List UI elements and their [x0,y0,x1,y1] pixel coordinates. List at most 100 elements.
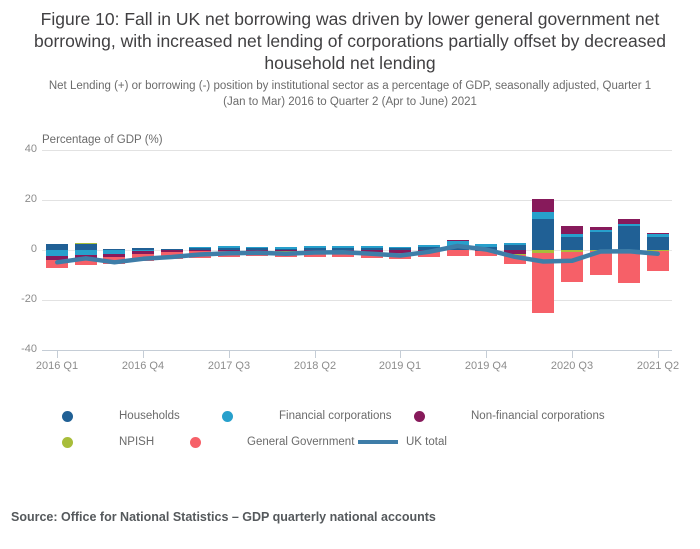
chart-legend: Households Financial corporations Non-fina… [0,404,700,464]
legend-item-label: Households [119,410,180,422]
bar-segment [46,260,68,269]
bar-segment [504,255,526,264]
legend-item-label: NPISH [119,436,155,448]
legend-item[interactable]: Non-financial corporations [414,410,605,422]
bar-segment [618,251,640,283]
legend-dot-swatch [62,436,73,448]
bar-segment [418,244,440,248]
x-axis-tick-label: 2016 Q4 [121,360,165,372]
bar-segment [647,251,669,271]
bar-segment [647,234,669,237]
x-axis-tick-label: 2016 Q1 [35,360,79,372]
x-axis-tick-label: 2019 Q4 [464,360,508,372]
legend-item[interactable]: General Government [190,436,354,448]
bar-segment [75,243,97,244]
y-axis-tick-label: 40 [24,143,37,155]
bar-segment [475,243,497,247]
page-title: Figure 10: Fall in UK net borrowing was … [34,9,666,73]
gridline [42,300,672,301]
bar-segment [389,252,411,259]
bar-segment [361,246,383,248]
y-axis-tick-label: 0 [30,243,37,255]
legend-dot-swatch [414,410,425,422]
legend-dot-swatch [62,410,73,422]
legend-item[interactable]: UK total [358,436,447,448]
bar-segment [475,250,497,256]
x-axis-tick-label: 2020 Q3 [550,360,594,372]
gridline [42,200,672,201]
bar-segment [218,251,240,257]
legend-item-label: Financial corporations [279,410,392,422]
gridline [42,350,672,351]
bar-segment [447,240,469,247]
chart-subtitle: Net Lending (+) or borrowing (-) positio… [48,80,652,108]
bar-segment [246,246,268,248]
bar-segment [532,211,554,219]
bar-segment [532,252,554,313]
bar-segment [532,219,554,250]
bar-segment [561,226,583,234]
bar-segment [304,251,326,257]
gridline [42,150,672,151]
x-axis-tick-mark [229,351,230,358]
source-note: Source: Office for National Statistics –… [11,510,436,524]
bar-segment [275,247,297,249]
bar-segment [218,246,240,248]
x-axis-tick-mark [658,351,659,358]
bar-segment [590,232,612,250]
x-axis-tick-mark [486,351,487,358]
bar-segment [447,239,469,241]
y-axis-tick-label: -40 [21,343,37,355]
bar-segment [532,199,554,212]
x-axis-tick-label: 2017 Q3 [207,360,251,372]
bar-segment [304,246,326,248]
bar-segment [590,229,612,232]
legend-dot-swatch [222,410,233,422]
bar-segment [189,251,211,258]
legend-dot-swatch [190,436,201,448]
bar-segment [647,233,669,234]
bar-segment [618,218,640,224]
bar-segment [618,224,640,226]
bar-segment [361,252,383,258]
legend-item-label: UK total [406,436,447,448]
bar-segment [275,251,297,257]
bar-segment [332,251,354,257]
x-axis-tick-mark [57,351,58,358]
x-axis-tick-label: 2021 Q2 [636,360,680,372]
bar-segment [246,250,268,257]
y-axis-tick-label: 20 [24,193,37,205]
x-axis-tick-mark [315,351,316,358]
y-axis-tick-label: -20 [21,293,37,305]
bar-segment [590,251,612,275]
bar-segment [332,245,354,248]
x-axis-tick-label: 2018 Q2 [293,360,337,372]
bar-segment [561,252,583,283]
bar-segment [447,250,469,257]
legend-item[interactable]: Households [62,410,180,422]
x-axis-tick-mark [572,351,573,358]
plot-area: Percentage of GDP (%) 2016 Q1 2016 Q4 2017… [21,134,680,372]
bar-segment [618,226,640,250]
bar-segment [189,246,211,248]
legend-item[interactable]: Financial corporations [222,410,392,422]
legend-item-label: Non-financial corporations [471,410,605,422]
x-axis-tick-mark [143,351,144,358]
bar-segment [561,233,583,237]
bar-segment [132,254,154,261]
y-axis-title: Percentage of GDP (%) [42,134,163,146]
legend-item-label: General Government [247,436,355,448]
bar-segment [103,256,125,264]
bar-segment [418,251,440,257]
x-axis-tick-mark [400,351,401,358]
x-axis-tick-label: 2019 Q1 [378,360,422,372]
legend-item[interactable]: NPISH [62,436,154,448]
bar-segment [389,247,411,249]
legend-line-swatch [358,440,398,444]
bar-segment [647,237,669,250]
bar-segment [161,252,183,259]
bar-segment [504,242,526,245]
bar-segment [75,258,97,266]
bar-segment [561,237,583,250]
